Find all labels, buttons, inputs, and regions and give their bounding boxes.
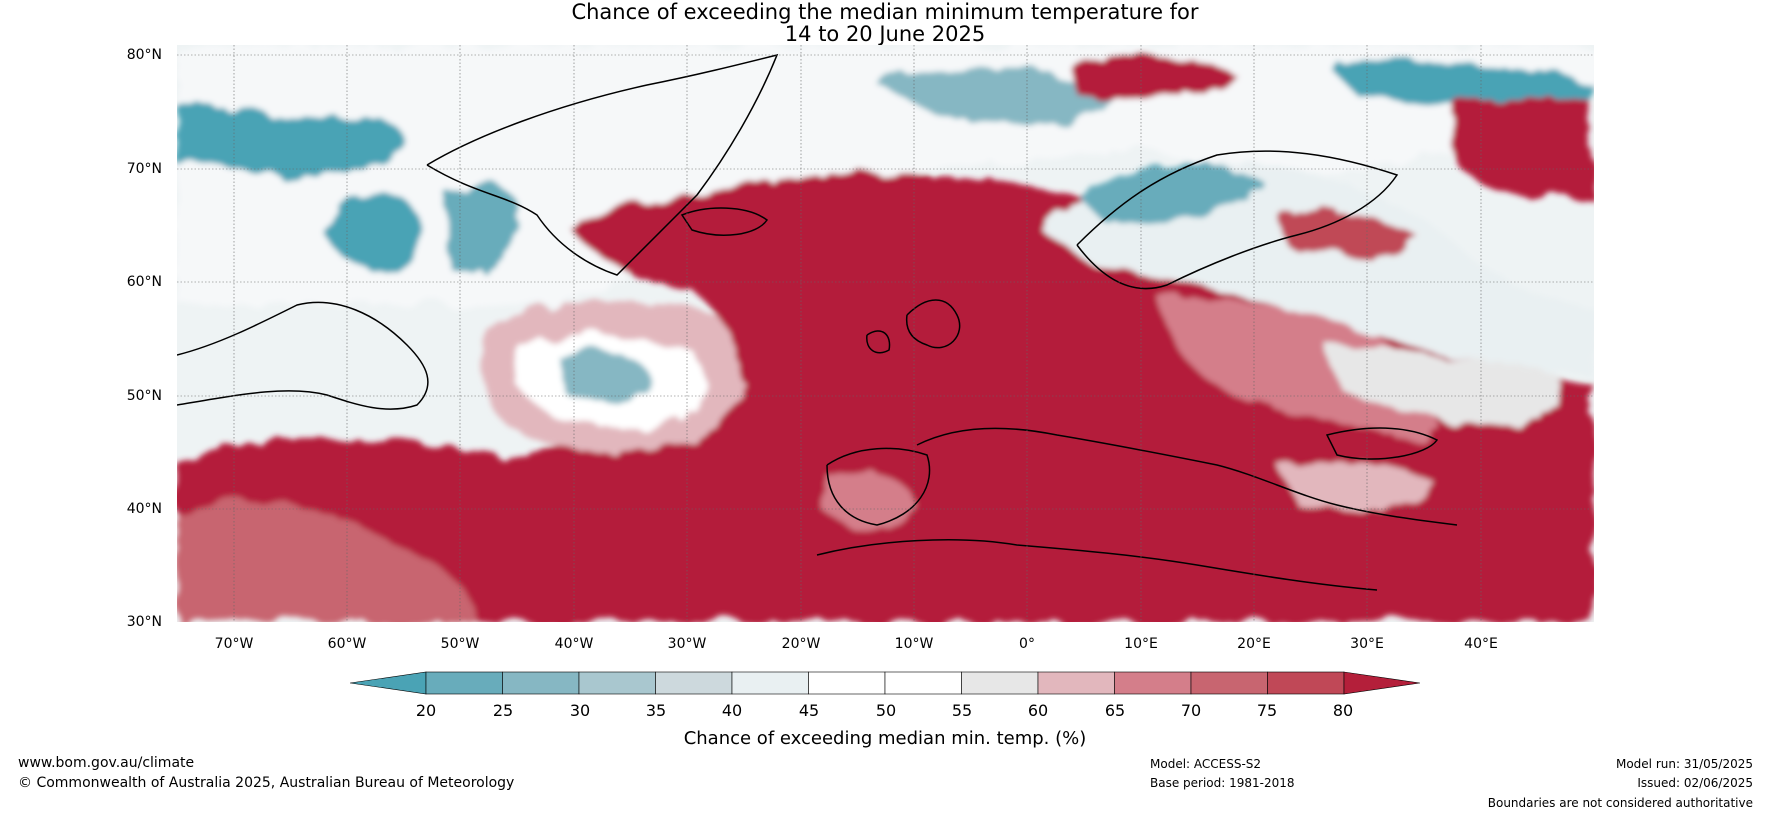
colorbar-segment	[961, 671, 1039, 695]
subtropical-pink	[177, 500, 477, 622]
colorbar-segment	[502, 671, 580, 695]
map-title-line2: 14 to 20 June 2025	[784, 22, 986, 46]
colorbar-tick-25: 25	[492, 701, 514, 720]
colorbar-label: Chance of exceeding median min. temp. (%…	[683, 728, 1087, 749]
colorbar-segment	[884, 671, 962, 695]
issued-date: Issued: 02/06/2025	[1637, 776, 1753, 790]
colorbar-segment	[425, 671, 503, 695]
colorbar-tick-80: 80	[1332, 701, 1354, 720]
black-sea-coast	[1325, 427, 1439, 460]
lat-label-80n: 80°N	[126, 47, 162, 63]
lon-label-30w: 30°W	[667, 636, 707, 652]
map-title-line1: Chance of exceeding the median minimum t…	[571, 0, 1199, 24]
iberia-coast	[826, 447, 931, 526]
colorbar-tick-20: 20	[415, 701, 437, 720]
colorbar-segment	[1114, 671, 1192, 695]
colorbar-segment	[731, 671, 809, 695]
lat-label-50n: 50°N	[126, 388, 162, 404]
colorbar-extend-low	[350, 671, 427, 695]
colorbar-tick-70: 70	[1180, 701, 1202, 720]
colorbar-tick-65: 65	[1104, 701, 1126, 720]
boundaries-disclaimer: Boundaries are not considered authoritat…	[1487, 796, 1753, 810]
arctic-blue-band-2	[877, 66, 1117, 126]
scandinavia-blue	[1077, 166, 1267, 225]
colorbar-segment	[1267, 671, 1345, 695]
lon-label-0: 0°	[1019, 636, 1035, 652]
africa-coast	[816, 539, 1378, 591]
colorbar-segment	[655, 671, 733, 695]
model-run-date: Model run: 31/05/2025	[1615, 757, 1753, 771]
colorbar-tick-30: 30	[569, 701, 591, 720]
lon-label-20w: 20°W	[781, 636, 821, 652]
base-period: Base period: 1981-2018	[1150, 776, 1295, 790]
europe-mediterranean-coast	[916, 427, 1458, 526]
colorbar-extend-high	[1343, 671, 1420, 695]
probability-map	[177, 45, 1594, 622]
lat-label-30n: 30°N	[126, 614, 162, 630]
colorbar-tick-45: 45	[798, 701, 820, 720]
colorbar	[350, 671, 1420, 695]
lat-label-40n: 40°N	[126, 501, 162, 517]
north-america-coast	[177, 301, 429, 410]
colorbar-tick-60: 60	[1027, 701, 1049, 720]
lon-label-40w: 40°W	[554, 636, 594, 652]
central-europe-pink	[1157, 295, 1439, 445]
colorbar-tick-35: 35	[645, 701, 667, 720]
colorbar-segment	[1190, 671, 1268, 695]
lon-label-10e: 10°E	[1124, 636, 1158, 652]
lon-label-10w: 10°W	[894, 636, 934, 652]
baffin-bay-blue	[447, 185, 519, 273]
colorbar-tick-40: 40	[721, 701, 743, 720]
greenland-coast	[426, 53, 779, 276]
north-red-patch	[1067, 56, 1237, 100]
east-europe-light	[1327, 345, 1559, 425]
lon-label-20e: 20°E	[1237, 636, 1271, 652]
colorbar-tick-50: 50	[875, 701, 897, 720]
model-name: Model: ACCESS-S2	[1150, 757, 1262, 771]
colorbar-tick-55: 55	[951, 701, 973, 720]
lat-label-60n: 60°N	[126, 274, 162, 290]
iceland-coast	[680, 207, 769, 236]
northeast-red-patch	[1447, 99, 1594, 199]
lon-label-60w: 60°W	[327, 636, 367, 652]
arctic-blue-band	[177, 103, 403, 178]
finland-red	[1277, 211, 1417, 256]
scandinavia-coast	[1076, 150, 1399, 290]
lon-label-50w: 50°W	[440, 636, 480, 652]
colorbar-segment	[578, 671, 656, 695]
lon-label-40e: 40°E	[1464, 636, 1498, 652]
uk-ireland-coast	[866, 299, 961, 354]
colorbar-segment	[808, 671, 886, 695]
lat-label-70n: 70°N	[126, 161, 162, 177]
copyright-text: © Commonwealth of Australia 2025, Austra…	[18, 775, 515, 791]
arctic-blue-band-3	[1327, 61, 1594, 110]
labrador-blue	[327, 189, 423, 270]
lon-label-30e: 30°E	[1350, 636, 1384, 652]
colorbar-tick-75: 75	[1256, 701, 1278, 720]
lon-label-70w: 70°W	[214, 636, 254, 652]
colorbar-segment	[1037, 671, 1115, 695]
website-link[interactable]: www.bom.gov.au/climate	[18, 755, 195, 771]
midatlantic-blue	[557, 351, 657, 402]
